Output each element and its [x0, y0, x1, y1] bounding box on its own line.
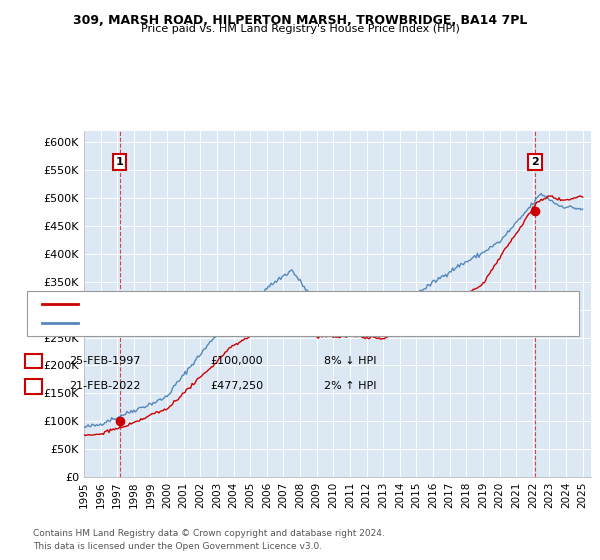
- Text: 309, MARSH ROAD, HILPERTON MARSH, TROWBRIDGE, BA14 7PL: 309, MARSH ROAD, HILPERTON MARSH, TROWBR…: [73, 14, 527, 27]
- Text: 1: 1: [30, 356, 37, 366]
- Text: 25-FEB-1997: 25-FEB-1997: [69, 356, 140, 366]
- Text: Price paid vs. HM Land Registry's House Price Index (HPI): Price paid vs. HM Land Registry's House …: [140, 24, 460, 34]
- Text: 2: 2: [30, 381, 37, 391]
- Text: Contains HM Land Registry data © Crown copyright and database right 2024.: Contains HM Land Registry data © Crown c…: [33, 529, 385, 538]
- Text: HPI: Average price, detached house, Wiltshire: HPI: Average price, detached house, Wilt…: [84, 319, 323, 329]
- Text: 21-FEB-2022: 21-FEB-2022: [69, 381, 140, 391]
- Text: 309, MARSH ROAD, HILPERTON MARSH, TROWBRIDGE, BA14 7PL (detached house): 309, MARSH ROAD, HILPERTON MARSH, TROWBR…: [84, 298, 516, 309]
- Text: 2: 2: [531, 157, 539, 167]
- Text: £477,250: £477,250: [210, 381, 263, 391]
- Text: This data is licensed under the Open Government Licence v3.0.: This data is licensed under the Open Gov…: [33, 542, 322, 550]
- Text: 1: 1: [116, 157, 124, 167]
- Text: 8% ↓ HPI: 8% ↓ HPI: [324, 356, 377, 366]
- Text: 2% ↑ HPI: 2% ↑ HPI: [324, 381, 377, 391]
- Text: £100,000: £100,000: [210, 356, 263, 366]
